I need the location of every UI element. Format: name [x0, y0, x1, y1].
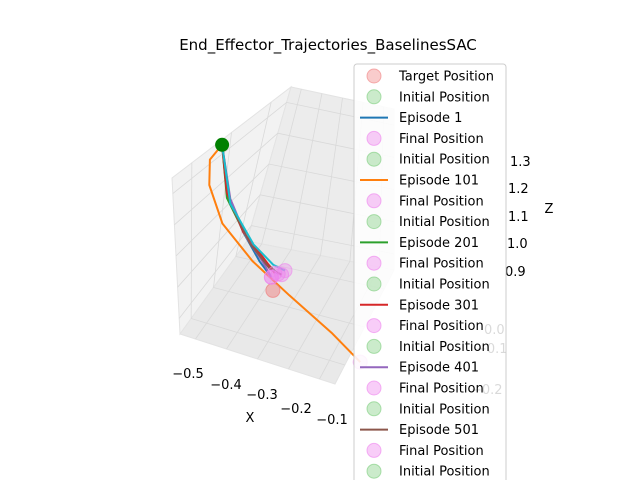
y-grid-line [235, 102, 385, 290]
legend-entry-label: Final Position [399, 382, 484, 397]
trajectories [208, 144, 361, 363]
legend-entry-label: Initial Position [399, 278, 490, 293]
legend-marker-swatch [366, 68, 382, 84]
legend-marker-swatch [366, 338, 382, 354]
legend-entry-label: Episode 201 [399, 236, 479, 251]
x-grid-line [257, 97, 343, 360]
legend-entry-label: Episode 101 [399, 174, 479, 189]
legend-marker-swatch [366, 89, 382, 105]
initial-position-marker [215, 137, 230, 152]
legend-box [353, 63, 507, 480]
legend-entry-label: Final Position [399, 194, 484, 209]
x-axis-label: X [246, 411, 255, 426]
legend-marker-swatch [366, 463, 382, 479]
x-tick-label: −0.1 [316, 413, 348, 428]
x-grid-line [226, 93, 323, 350]
legend-marker-swatch [366, 401, 382, 417]
legend-entry-label: Target Position [398, 70, 494, 85]
legend-marker-swatch [366, 130, 382, 146]
chart-title: End_Effector_Trajectories_BaselinesSAC [179, 36, 477, 55]
x-tick-label: −0.3 [246, 388, 278, 403]
z-tick-label: 1.1 [508, 210, 529, 225]
legend-marker-swatch [366, 276, 382, 292]
legend-entry-label: Episode 401 [399, 361, 479, 376]
legend-entry-label: Episode 1 [399, 111, 462, 126]
z-tick-label: 0.9 [505, 265, 526, 280]
y-grid-line [190, 162, 345, 366]
legend-entry-label: Initial Position [399, 465, 490, 480]
legend-entry-label: Initial Position [399, 340, 490, 355]
z-grid-line [175, 163, 395, 257]
legend-marker-swatch [366, 380, 382, 396]
legend-entry-label: Initial Position [399, 402, 490, 417]
legend-marker-swatch [366, 442, 382, 458]
z-axis-label: Z [545, 202, 554, 217]
legend-entry-label: Final Position [399, 257, 484, 272]
axes-panes [171, 85, 395, 385]
x-tick-label: −0.5 [172, 367, 204, 382]
legend-marker-swatch [366, 193, 382, 209]
legend-entry-label: Final Position [399, 444, 484, 459]
legend-entry-label: Initial Position [399, 153, 490, 168]
z-tick-label: 1.2 [508, 182, 529, 197]
legend-entry-label: Initial Position [399, 90, 490, 105]
legend: Target Position Initial Position Episode 1… [353, 63, 507, 480]
x-tick-label: −0.2 [280, 402, 312, 417]
z-tick-label: 1.3 [510, 155, 531, 170]
legend-entry-label: Episode 301 [399, 298, 479, 313]
trajectory-line-2 [208, 144, 361, 363]
x-grid-line [195, 89, 302, 340]
legend-entry-label: Final Position [399, 132, 484, 147]
legend-marker-swatch [366, 255, 382, 271]
target-position-marker [265, 282, 281, 298]
z-tick-label: 1.0 [507, 237, 528, 252]
legend-entry-label: Episode 501 [399, 423, 479, 438]
legend-entry-label: Final Position [399, 319, 484, 334]
x-tick-label: −0.4 [210, 378, 242, 393]
legend-entry-label: Initial Position [399, 215, 490, 230]
legend-marker-swatch [366, 318, 382, 334]
legend-marker-swatch [366, 151, 382, 167]
z-grid-line [177, 194, 395, 288]
z-grid-line [178, 225, 395, 319]
legend-marker-swatch [366, 214, 382, 230]
final-position-marker [277, 263, 293, 279]
